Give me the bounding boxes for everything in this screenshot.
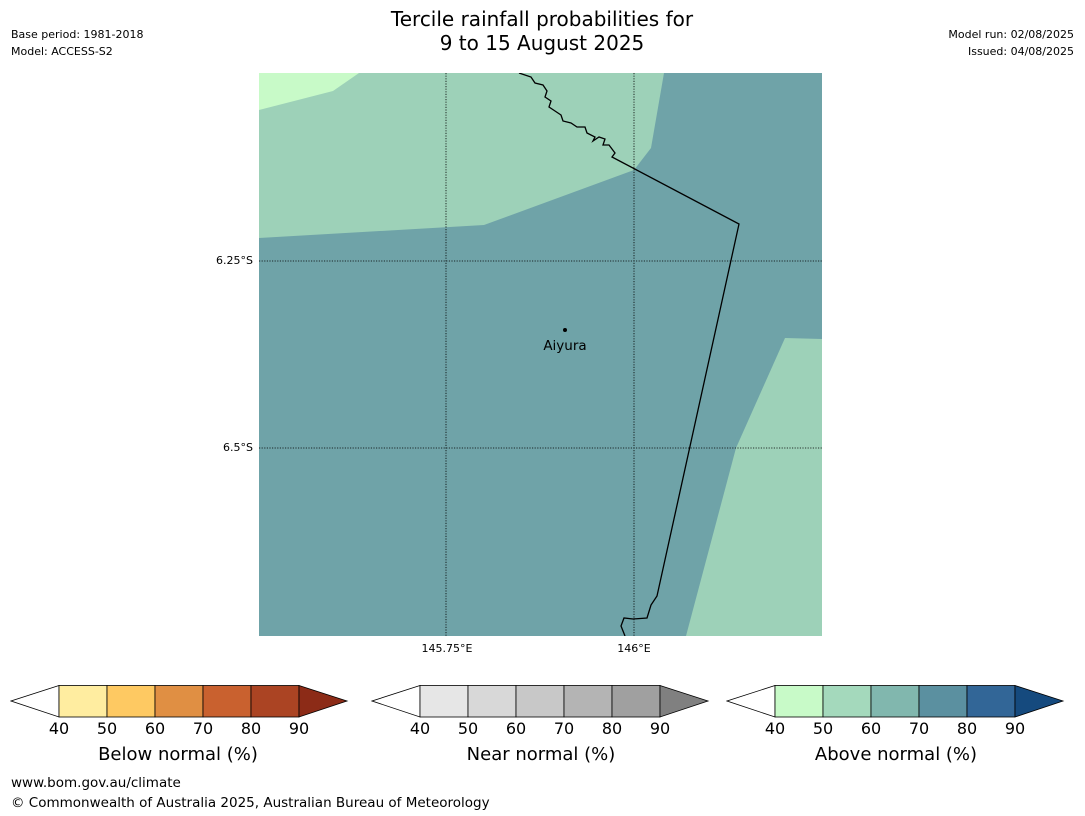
colorbar-segment [967, 686, 1015, 718]
base-period-text: Base period: 1981-2018 [11, 26, 143, 43]
colorbar-over-extension [660, 686, 708, 718]
map-title: Tercile rainfall probabilities for 9 to … [292, 7, 792, 55]
colorbar-tick-label: 50 [803, 719, 843, 738]
colorbar-tick-label: 90 [279, 719, 319, 738]
colorbar-segment [251, 686, 299, 718]
colorbar-segment [871, 686, 919, 718]
title-line-1: Tercile rainfall probabilities for [292, 7, 792, 31]
colorbar-segment [612, 686, 660, 718]
above-normal-colorbar [726, 685, 1066, 719]
latitude-label-6-5S: 6.5°S [173, 441, 253, 454]
colorbar-tick-label: 70 [899, 719, 939, 738]
colorbar-under-extension [727, 686, 775, 718]
colorbar-tick-label: 60 [496, 719, 536, 738]
colorbar-tick-label: 70 [183, 719, 223, 738]
colorbar-tick-label: 80 [231, 719, 271, 738]
colorbar-segment [823, 686, 871, 718]
colorbar-tick-label: 40 [755, 719, 795, 738]
colorbar-tick-label: 70 [544, 719, 584, 738]
colorbar-under-extension [372, 686, 420, 718]
issued-text: Issued: 04/08/2025 [948, 43, 1074, 60]
colorbar-segment [203, 686, 251, 718]
colorbar-tick-label: 40 [400, 719, 440, 738]
colorbar-segment [775, 686, 823, 718]
aiyura-label: Aiyura [543, 338, 586, 354]
colorbar-segment [919, 686, 967, 718]
near-normal-colorbar [371, 685, 711, 719]
colorbar-tick-label: 40 [39, 719, 79, 738]
aiyura-marker [563, 328, 567, 332]
below-normal-label: Below normal (%) [8, 744, 348, 765]
colorbar-tick-label: 90 [995, 719, 1035, 738]
title-line-2: 9 to 15 August 2025 [292, 31, 792, 55]
website-text: www.bom.gov.au/climate [11, 775, 181, 791]
colorbar-over-extension [1015, 686, 1063, 718]
metadata-left: Base period: 1981-2018 Model: ACCESS-S2 [11, 26, 143, 60]
colorbar-over-extension [299, 686, 347, 718]
colorbar-tick-label: 80 [947, 719, 987, 738]
copyright-text: © Commonwealth of Australia 2025, Austra… [11, 795, 490, 811]
above-normal-label: Above normal (%) [726, 744, 1066, 765]
near-normal-label: Near normal (%) [371, 744, 711, 765]
colorbar-segment [155, 686, 203, 718]
colorbar-tick-label: 50 [87, 719, 127, 738]
longitude-label-145-75E: 145.75°E [397, 642, 497, 655]
colorbar-segment [516, 686, 564, 718]
colorbar-tick-label: 60 [851, 719, 891, 738]
colorbar-tick-label: 50 [448, 719, 488, 738]
latitude-label-6-25S: 6.25°S [173, 254, 253, 267]
model-run-text: Model run: 02/08/2025 [948, 26, 1074, 43]
colorbar-under-extension [11, 686, 59, 718]
probability-map: Aiyura [259, 73, 822, 636]
colorbar-tick-label: 80 [592, 719, 632, 738]
longitude-label-146E: 146°E [584, 642, 684, 655]
below-normal-colorbar [10, 685, 350, 719]
colorbar-segment [420, 686, 468, 718]
colorbar-tick-label: 90 [640, 719, 680, 738]
colorbar-segment [564, 686, 612, 718]
colorbar-segment [468, 686, 516, 718]
metadata-right: Model run: 02/08/2025 Issued: 04/08/2025 [948, 26, 1074, 60]
colorbar-segment [59, 686, 107, 718]
model-text: Model: ACCESS-S2 [11, 43, 143, 60]
colorbar-segment [107, 686, 155, 718]
colorbar-tick-label: 60 [135, 719, 175, 738]
